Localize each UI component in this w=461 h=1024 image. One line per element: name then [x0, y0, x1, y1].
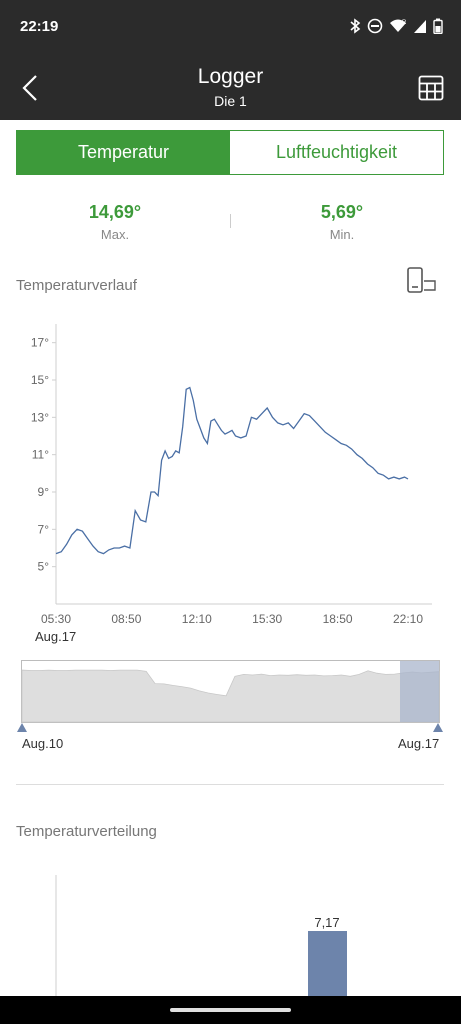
y-tick-label: 7° [38, 522, 50, 536]
do-not-disturb-icon [367, 18, 383, 34]
min-value: 5,69° [320, 202, 364, 222]
min-label: Min. [329, 227, 355, 242]
app-bar: Logger Die 1 [0, 56, 461, 120]
page-subtitle: Die 1 [214, 93, 247, 109]
table-grid-icon [418, 75, 444, 101]
y-tick-labels: 5° 7° 9° 11° 13° 15° 17° [31, 336, 56, 574]
max-label: Max. [100, 227, 130, 242]
svg-text:R: R [402, 20, 407, 26]
bluetooth-icon [350, 18, 361, 34]
history-title: Temperaturverlauf [16, 277, 137, 294]
status-time: 22:19 [20, 18, 59, 35]
system-nav-bar [0, 996, 461, 1024]
rotate-screen-icon [407, 267, 436, 293]
tab-temperature[interactable]: Temperatur [17, 131, 230, 174]
temperature-line [55, 386, 409, 555]
back-arrow-icon [22, 75, 37, 101]
status-bar: 22:19 R [0, 0, 461, 56]
min-stat: 5,69° Min. [242, 200, 442, 244]
y-tick-label: 15° [31, 373, 49, 387]
navigator-area-path [21, 669, 440, 723]
temperature-series [55, 386, 409, 555]
x-tick-label: 12:10 [182, 612, 212, 626]
page-title: Logger [197, 65, 264, 88]
temperature-line-chart[interactable]: 5° 7° 9° 11° 13° 15° 17° 05:30 08:50 12:10 15:30 1… [0, 320, 461, 650]
x-tick-label: 05:30 [41, 612, 71, 626]
signal-icon [414, 20, 426, 33]
wifi-icon: R [390, 19, 407, 32]
tab-humidity[interactable]: Luftfeuchtigkeit [230, 131, 443, 174]
section-divider [16, 784, 444, 785]
metric-tabs: Temperatur Luftfeuchtigkeit [16, 130, 444, 175]
distribution-bar [308, 931, 347, 996]
home-handle[interactable] [170, 1008, 291, 1012]
x-tick-label: 15:30 [252, 612, 282, 626]
range-navigator[interactable]: Aug.10 Aug.17 [0, 650, 461, 760]
distribution-bar-label: 7,17 [314, 915, 339, 930]
max-value: 14,69° [88, 202, 142, 222]
navigator-selection[interactable] [400, 661, 439, 722]
y-tick-label: 17° [31, 336, 49, 350]
left-range-handle[interactable] [17, 723, 27, 732]
right-range-handle[interactable] [433, 723, 443, 732]
table-view-button[interactable] [413, 70, 449, 106]
max-stat: 14,69° Max. [15, 200, 215, 244]
x-tick-label: 18:50 [323, 612, 353, 626]
navigator-area [21, 669, 440, 723]
title-block: Logger Die 1 [80, 64, 381, 110]
stats-row: 14,69° Max. 5,69° Min. [0, 200, 461, 248]
y-tick-label: 11° [32, 448, 49, 462]
y-tick-label: 5° [38, 560, 50, 574]
y-tick-label: 9° [38, 485, 50, 499]
x-date-label: Aug.17 [35, 629, 76, 644]
status-icons: R [349, 18, 443, 34]
y-tick-label: 13° [31, 410, 49, 424]
distribution-title: Temperaturverteilung [16, 823, 157, 840]
battery-icon [433, 18, 443, 34]
x-tick-label: 08:50 [111, 612, 141, 626]
x-tick-label: 22:10 [393, 612, 423, 626]
stats-divider [230, 214, 231, 228]
back-button[interactable] [10, 68, 50, 108]
range-end-label: Aug.17 [398, 736, 439, 751]
rotate-button[interactable] [405, 266, 439, 296]
range-start-label: Aug.10 [22, 736, 63, 751]
x-tick-labels: 05:30 08:50 12:10 15:30 18:50 22:10 [41, 612, 423, 626]
temperature-distribution-chart[interactable]: 7,17 [0, 860, 461, 996]
